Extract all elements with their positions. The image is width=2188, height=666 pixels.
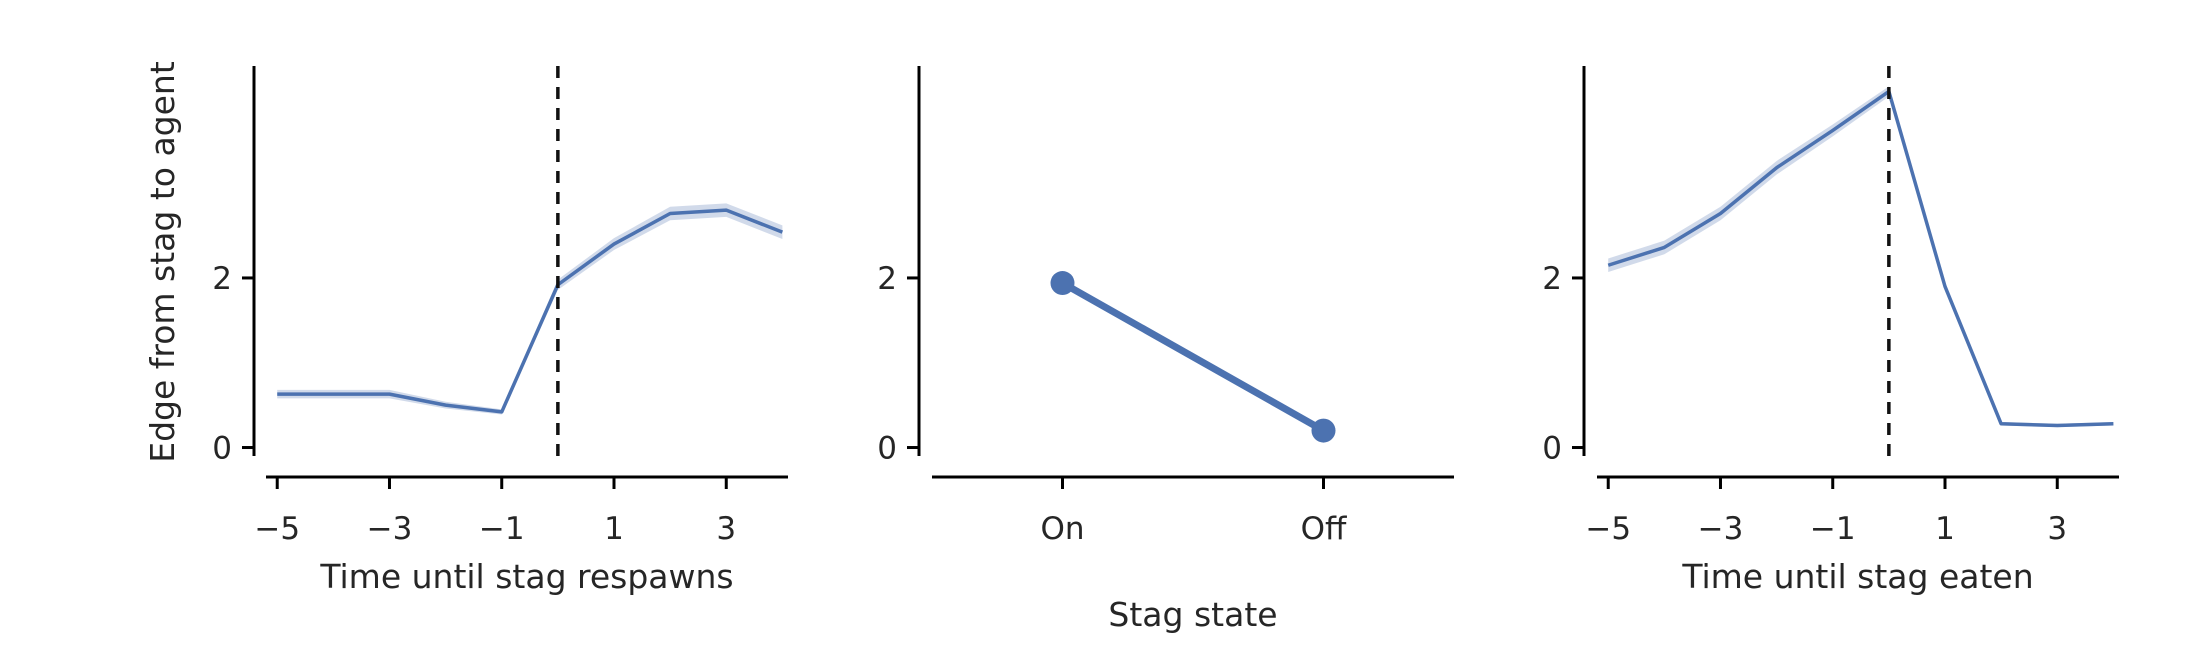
x-tick-label: −3 [1698,511,1744,547]
series-line [1060,279,1326,434]
series-line [277,208,784,414]
x-axis-title: Time until stag respawns [319,557,733,596]
x-axis-title: Stag state [1108,595,1277,634]
x-tick-label: On [1040,511,1084,547]
y-tick-label: 0 [877,431,897,467]
x-tick-label: 1 [604,511,624,547]
x-tick-label: 3 [2047,511,2067,547]
confidence-band [277,203,783,415]
confidence-band [1608,86,2114,428]
x-tick-label: 1 [1935,511,1955,547]
data-point [1311,418,1336,443]
x-tick-label: −5 [254,511,300,547]
x-axis-title: Time until stag eaten [1681,557,2033,596]
y-tick-label: 2 [877,261,897,297]
panel-state: 0 2 On Off Stag state [877,66,1454,634]
x-tick-label: −1 [1810,511,1856,547]
shared-ylabel: Edge from stag to agent [143,61,182,463]
x-tick-label: −3 [367,511,413,547]
x-tick-label: −1 [479,511,525,547]
x-tick-label: −5 [1585,511,1631,547]
y-tick-label: 0 [212,431,232,467]
panel-respawn: 0 2 −5 −3 −1 1 3 Time until stag respawns [212,66,788,596]
data-point [1050,271,1075,296]
series-line [1607,89,2114,428]
x-tick-label: Off [1301,511,1347,547]
y-tick-label: 2 [1542,261,1562,297]
y-tick-label: 2 [212,261,232,297]
x-tick-label: 3 [716,511,736,547]
y-tick-label: 0 [1542,431,1562,467]
panel-eaten: 0 2 −5 −3 −1 1 3 Time until stag eaten [1542,66,2119,596]
